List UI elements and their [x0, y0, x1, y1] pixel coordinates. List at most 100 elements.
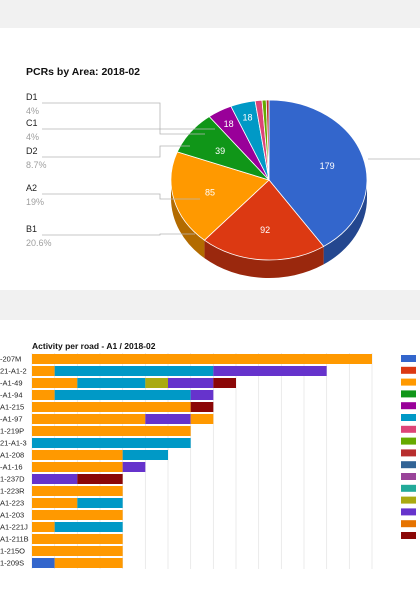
- bar-category-label: 21-A1-2: [0, 367, 27, 376]
- pie-callout-percent: 4%: [26, 132, 39, 142]
- bar-segment: [32, 546, 123, 556]
- legend-swatch: [401, 366, 416, 374]
- pie-chart-title: PCRs by Area: 2018-02: [26, 66, 141, 78]
- legend-swatch: [401, 449, 416, 457]
- pie-callout-label: C1: [26, 118, 38, 128]
- bar-segment: [32, 414, 146, 424]
- legend-swatch: [401, 461, 416, 469]
- bar-segment: [190, 414, 214, 424]
- bar-segment: [32, 522, 55, 532]
- bar-segment: [213, 378, 236, 388]
- bar-category-label: 1-237D: [0, 475, 25, 484]
- bar-segment: [32, 402, 191, 412]
- legend-swatch: [401, 414, 416, 421]
- bar-segment: [32, 426, 191, 436]
- bar-segment: [54, 390, 191, 400]
- legend-swatch: [401, 496, 416, 504]
- pie-leader-line: [42, 193, 200, 200]
- bar-legend: [401, 355, 416, 539]
- bar-category-label: -A1-94: [0, 391, 23, 400]
- bar-chart: -207M 21-A1-2 -A1-49 -A1-94 A1-215 -A1-97 1-21…: [0, 353, 416, 569]
- bar-segment: [32, 558, 55, 568]
- bar-category-label: -A1-16: [0, 463, 23, 472]
- pie-value-labels: 179 92 85 39 18 18: [205, 112, 335, 235]
- bar-segment: [54, 366, 214, 376]
- pie-depth: [171, 180, 367, 278]
- legend-swatch: [401, 390, 416, 398]
- bar-chart-card: Activity per road - A1 / 2018-02 -207M 21…: [0, 320, 420, 600]
- legend-swatch: [401, 532, 416, 539]
- legend-swatch: [401, 520, 416, 528]
- bar-category-label: 1-223R: [0, 487, 25, 496]
- pie-leader-line: [42, 145, 190, 158]
- pie-leader-line: [42, 128, 205, 135]
- bar-segment: [122, 450, 168, 460]
- legend-swatch: [401, 425, 416, 433]
- legend-swatch: [401, 378, 416, 386]
- pie-chart: 179 92 85 39 18 18 D1 4% C1 4% D2 8.7% A2 19% B1 20.6%: [26, 92, 420, 278]
- bar-category-label: -207M: [0, 355, 21, 364]
- bar-segment: [32, 438, 191, 448]
- bar-segment: [77, 498, 123, 508]
- bar-segment: [190, 390, 214, 400]
- bar-segment: [122, 462, 146, 472]
- pie-side-2: [171, 180, 205, 259]
- pie-slices: [170, 99, 368, 261]
- bar-segment: [213, 366, 327, 376]
- bar-category-label: A1-215: [0, 403, 24, 412]
- bar-segment: [32, 498, 78, 508]
- bar-segment: [77, 378, 146, 388]
- bar-segment: [32, 378, 78, 388]
- bar-category-label: 1-219P: [0, 427, 24, 436]
- legend-swatch: [401, 484, 416, 492]
- bar-segment: [32, 390, 55, 400]
- bar-category-label: A1-203: [0, 511, 24, 520]
- pie-leader-line: [42, 233, 195, 236]
- bar-gridlines: [31, 353, 373, 569]
- pie-value-label: 85: [205, 188, 215, 198]
- pie-callout-percent: 20.6%: [26, 238, 52, 248]
- bar-category-label: A1-221J: [0, 523, 28, 532]
- bar-segment: [145, 414, 191, 424]
- bar-rows: -207M 21-A1-2 -A1-49 -A1-94 A1-215 -A1-97 1-21…: [0, 354, 372, 568]
- legend-swatch: [401, 473, 416, 480]
- legend-swatch: [401, 508, 416, 516]
- pie-value-label: 92: [260, 225, 270, 235]
- pie-callout-percent: 19%: [26, 197, 44, 207]
- pie-callout-label: D1: [26, 92, 38, 102]
- bar-category-label: 1-215O: [0, 547, 25, 556]
- bar-segment: [77, 474, 123, 484]
- pie-value-label: 18: [224, 119, 234, 129]
- bar-category-label: 1-209S: [0, 559, 24, 568]
- bar-category-label: -A1-97: [0, 415, 23, 424]
- bar-segment: [32, 534, 123, 544]
- pie-callout-percent: 8.7%: [26, 160, 47, 170]
- pie-chart-card: PCRs by Area: 2018-02 179 92 85 39 18 18 D1 4% C…: [0, 28, 420, 290]
- bar-segment: [32, 510, 123, 520]
- bar-chart-title: Activity per road - A1 / 2018-02: [32, 341, 156, 351]
- legend-swatch: [401, 402, 416, 410]
- bar-segment: [32, 474, 78, 484]
- bar-segment: [54, 522, 123, 532]
- bar-segment: [32, 462, 123, 472]
- legend-swatch: [401, 355, 416, 362]
- pie-slice-2: [170, 151, 270, 241]
- bar-segment: [54, 558, 123, 568]
- legend-swatch: [401, 437, 416, 445]
- pie-callouts: D1 4% C1 4% D2 8.7% A2 19% B1 20.6%: [26, 92, 420, 248]
- bar-segment: [32, 354, 372, 364]
- pie-value-label: 18: [243, 112, 253, 122]
- pie-callout-label: B1: [26, 224, 37, 234]
- pie-callout-percent: 4%: [26, 106, 39, 116]
- pie-callout-label: A2: [26, 183, 37, 193]
- bar-category-label: A1-211B: [0, 535, 29, 544]
- pie-side-1: [204, 240, 324, 278]
- bar-category-label: -A1-49: [0, 379, 23, 388]
- bar-category-label: A1-223: [0, 499, 24, 508]
- pie-value-label: 179: [320, 161, 335, 171]
- bar-segment: [190, 402, 214, 412]
- pie-slice-1: [203, 179, 325, 261]
- pie-slice-8: [265, 99, 270, 181]
- bar-segment: [32, 486, 123, 496]
- bar-category-label: 21-A1-3: [0, 439, 27, 448]
